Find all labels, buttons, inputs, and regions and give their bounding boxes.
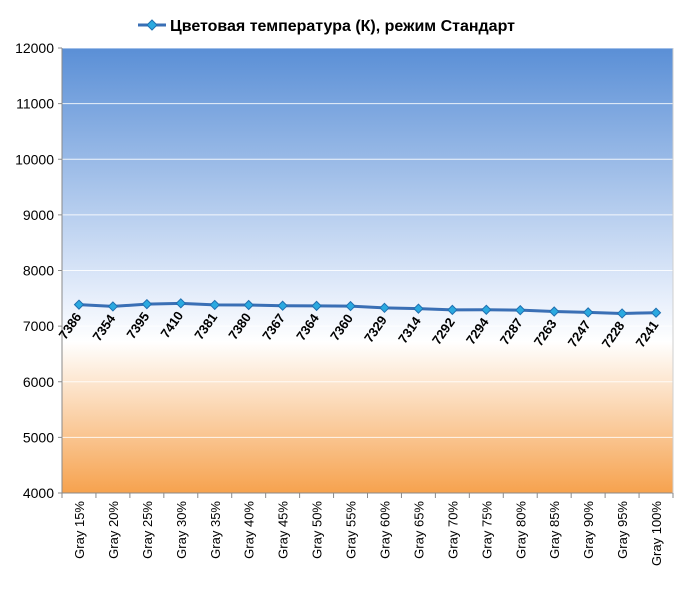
y-tick-label: 8000 bbox=[23, 263, 54, 279]
data-point bbox=[243, 299, 254, 311]
y-tick-label: 4000 bbox=[23, 485, 54, 501]
x-tick-label: Gray 95% bbox=[615, 501, 630, 559]
y-tick-label: 11000 bbox=[16, 96, 54, 112]
x-tick-label: Gray 25% bbox=[140, 501, 155, 559]
data-point bbox=[175, 298, 187, 309]
data-point bbox=[209, 299, 220, 311]
y-tick-label: 9000 bbox=[23, 207, 54, 223]
x-tick-label: Gray 65% bbox=[411, 501, 426, 559]
data-point bbox=[650, 307, 662, 318]
data-point bbox=[141, 298, 153, 310]
x-tick-label: Gray 60% bbox=[377, 501, 392, 559]
x-tick-label: Gray 85% bbox=[547, 501, 562, 559]
x-tick-label: Gray 75% bbox=[479, 501, 494, 559]
data-point bbox=[515, 304, 526, 316]
x-tick-label: Gray 55% bbox=[344, 501, 359, 559]
data-point bbox=[311, 300, 322, 312]
x-tick-label: Gray 100% bbox=[649, 501, 664, 566]
x-tick-label: Gray 35% bbox=[208, 501, 223, 559]
x-tick-label: Gray 70% bbox=[445, 501, 460, 559]
x-tick-label: Gray 45% bbox=[276, 501, 291, 559]
data-point bbox=[447, 304, 458, 316]
legend-marker-icon bbox=[146, 19, 158, 31]
x-tick-label: Gray 15% bbox=[72, 501, 87, 559]
data-point bbox=[548, 306, 560, 317]
data-point bbox=[481, 304, 492, 315]
x-tick-label: Gray 20% bbox=[106, 501, 121, 559]
x-tick-label: Gray 80% bbox=[513, 501, 528, 559]
data-point bbox=[379, 302, 390, 314]
data-point bbox=[582, 307, 594, 318]
data-point bbox=[73, 299, 85, 310]
data-point bbox=[413, 303, 424, 314]
data-point bbox=[345, 300, 356, 312]
data-point bbox=[277, 300, 288, 311]
y-tick-label: 5000 bbox=[23, 429, 54, 445]
y-tick-label: 7000 bbox=[23, 318, 54, 334]
y-tick-label: 10000 bbox=[15, 151, 54, 167]
series-line bbox=[78, 301, 657, 315]
data-point bbox=[616, 308, 628, 319]
x-tick-label: Gray 40% bbox=[242, 501, 257, 559]
y-tick-label: 6000 bbox=[23, 374, 54, 390]
legend-label: Цветовая температура (К), режим Стандарт bbox=[170, 18, 515, 35]
x-tick-label: Gray 90% bbox=[581, 501, 596, 559]
data-point bbox=[107, 301, 119, 312]
x-tick-label: Gray 50% bbox=[310, 501, 325, 559]
x-tick-label: Gray 30% bbox=[174, 501, 189, 559]
y-tick-label: 12000 bbox=[15, 40, 54, 56]
